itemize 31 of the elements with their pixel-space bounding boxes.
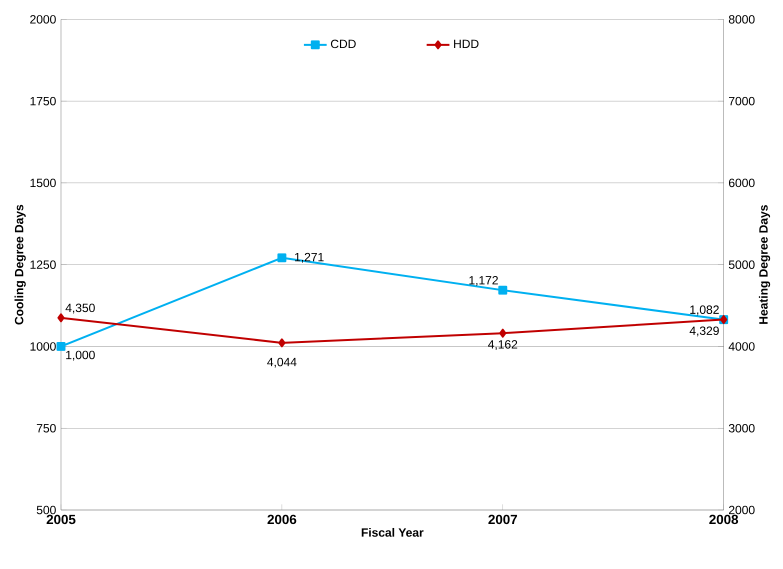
- data-label: 1,000: [66, 350, 95, 361]
- y2-axis-title: Heating Degree Days: [758, 205, 770, 324]
- y2-tick-label: 2000: [728, 506, 755, 514]
- y2-tick-label: 6000: [728, 178, 755, 188]
- x-tick-label: 2007: [488, 514, 518, 524]
- x-axis-title: Fiscal Year: [362, 528, 424, 537]
- y2-tick-label: 7000: [728, 96, 755, 106]
- y-tick-label: 500: [36, 506, 56, 514]
- y2-tick-label: 8000: [728, 15, 755, 24]
- data-label: 4,044: [267, 358, 297, 368]
- x-tick-label: 2005: [46, 514, 76, 524]
- data-label: 1,271: [295, 252, 324, 263]
- y2-tick-label: 5000: [728, 260, 755, 269]
- y-tick-label: 2000: [30, 15, 56, 24]
- legend-label: HDD: [454, 40, 479, 48]
- x-tick-label: 2006: [268, 514, 296, 524]
- data-label: 1,082: [690, 305, 719, 316]
- y-tick-label: 750: [36, 424, 56, 432]
- y2-tick-label: 3000: [728, 424, 755, 432]
- legend-label: CDD: [330, 40, 356, 48]
- y-tick-label: 1250: [30, 260, 56, 269]
- x-tick-label: 2008: [709, 514, 738, 524]
- y-tick-label: 1500: [30, 178, 56, 188]
- data-label: 4,329: [690, 326, 719, 336]
- y2-tick-label: 4000: [728, 342, 755, 351]
- data-label: 4,350: [66, 304, 95, 314]
- data-label: 1,172: [469, 276, 498, 286]
- y-axis-title: Cooling Degree Days: [14, 204, 26, 325]
- y-tick-label: 1750: [30, 96, 56, 106]
- data-label: 4,162: [488, 340, 518, 350]
- y-tick-label: 1000: [30, 342, 56, 351]
